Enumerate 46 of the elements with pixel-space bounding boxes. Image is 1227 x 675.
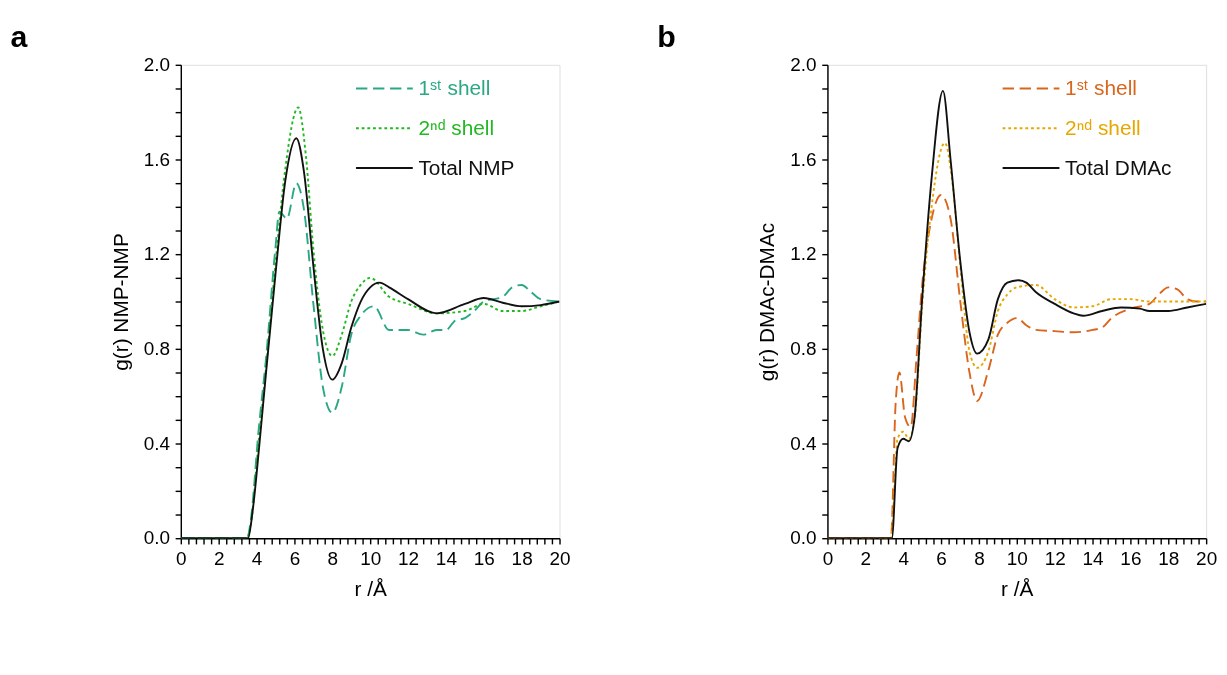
x-tick-label: 6 bbox=[936, 548, 947, 570]
x-tick-label: 6 bbox=[289, 548, 301, 570]
x-tick-label: 4 bbox=[251, 548, 263, 570]
x-tick-label: 8 bbox=[327, 548, 339, 570]
x-tick-label: 16 bbox=[473, 548, 495, 570]
x-tick-label: 2 bbox=[860, 548, 872, 570]
y-axis-title: g(r) DMAc-DMAc bbox=[755, 222, 779, 382]
x-axis-title: r /Å bbox=[1001, 577, 1034, 601]
y-tick-label: 2.0 bbox=[790, 54, 817, 75]
y-tick-label: 2.0 bbox=[143, 54, 170, 75]
x-tick-label: 0 bbox=[176, 548, 187, 570]
y-tick-label: 0.0 bbox=[143, 527, 170, 549]
legend-label: Total NMP bbox=[418, 155, 515, 179]
legend-label: Total DMAc bbox=[1065, 155, 1172, 179]
x-tick-label: 12 bbox=[398, 548, 420, 570]
legend-label: 2ⁿᵈ shell bbox=[1065, 115, 1141, 139]
chart-title: b bbox=[657, 19, 676, 53]
y-tick-label: 1.2 bbox=[790, 243, 817, 265]
y-tick-label: 1.2 bbox=[143, 243, 170, 265]
x-tick-label: 8 bbox=[974, 548, 985, 570]
x-tick-label: 10 bbox=[1006, 548, 1028, 570]
legend-label: 2ⁿᵈ shell bbox=[418, 115, 495, 139]
y-tick-label: 0.0 bbox=[790, 527, 817, 549]
x-tick-label: 16 bbox=[1120, 548, 1142, 570]
x-tick-label: 4 bbox=[898, 548, 909, 570]
x-axis-title: r /Å bbox=[354, 577, 387, 601]
x-tick-label: 12 bbox=[1044, 548, 1066, 570]
x-tick-label: 10 bbox=[360, 548, 382, 570]
y-tick-label: 0.8 bbox=[143, 338, 170, 360]
y-tick-label: 0.4 bbox=[143, 432, 170, 454]
legend-label: 1ˢᵗ shell bbox=[1065, 76, 1137, 100]
y-axis-title: g(r) NMP-NMP bbox=[108, 233, 132, 371]
legend-label: 1ˢᵗ shell bbox=[418, 76, 491, 100]
x-tick-label: 18 bbox=[1158, 548, 1180, 570]
x-tick-label: 0 bbox=[822, 548, 834, 570]
x-tick-label: 18 bbox=[511, 548, 533, 570]
y-tick-label: 1.6 bbox=[143, 148, 170, 170]
y-tick-label: 1.6 bbox=[790, 148, 817, 170]
y-tick-label: 0.8 bbox=[790, 338, 817, 360]
y-tick-label: 0.4 bbox=[790, 432, 817, 454]
x-tick-label: 14 bbox=[1082, 548, 1104, 570]
x-tick-label: 2 bbox=[213, 548, 225, 570]
x-tick-label: 14 bbox=[435, 548, 457, 570]
chart-title: a bbox=[10, 19, 29, 53]
x-tick-label: 20 bbox=[549, 548, 571, 570]
x-tick-label: 20 bbox=[1196, 548, 1218, 570]
